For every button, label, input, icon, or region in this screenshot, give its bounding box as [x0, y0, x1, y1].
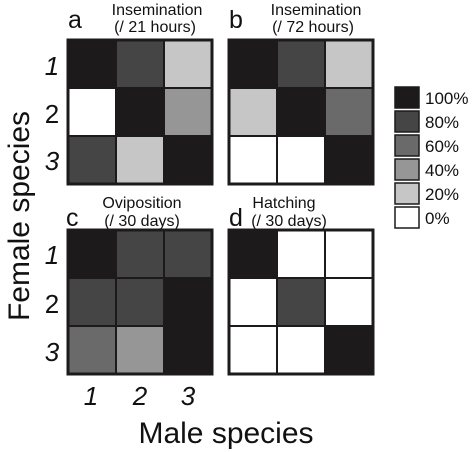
- heatmap-cell-panel-a-r1-c3: [163, 39, 213, 89]
- panel-d-title-line2: (/ 30 days): [251, 213, 327, 230]
- panel-b-title-line2: (/ 72 hours): [272, 19, 354, 36]
- heatmap-cell-panel-b-r1-c3: [324, 39, 374, 89]
- heatmap-cell-panel-c-r1-c1: [67, 229, 117, 279]
- legend-swatch-0: [394, 206, 420, 229]
- panel-c-cells: [66, 228, 214, 376]
- heatmap-cell-panel-b-r2-c3: [324, 87, 374, 137]
- heatmap-cell-panel-c-r3-c3: [163, 325, 213, 375]
- legend-swatch-40: [394, 158, 420, 181]
- heatmap-cell-panel-c-r1-c2: [115, 229, 165, 279]
- panel-b-cells: [227, 38, 375, 186]
- heatmap-cell-panel-b-r1-c2: [276, 39, 326, 89]
- y-axis-label: Female species: [3, 111, 36, 321]
- panel-b-frame: [227, 38, 375, 186]
- heatmap-cell-panel-c-r2-c1: [67, 277, 117, 327]
- heatmap-cell-panel-b-r1-c1: [228, 39, 278, 89]
- panel-a: a Insemination (/ 21 hours): [66, 2, 214, 186]
- heatmap-cell-panel-a-r2-c2: [115, 87, 165, 137]
- legend-label-60: 60%: [425, 137, 459, 156]
- heatmap-cell-panel-a-r2-c1: [67, 87, 117, 137]
- heatmap-cell-panel-d-r2-c1: [228, 277, 278, 327]
- legend-label-0: 0%: [425, 209, 450, 228]
- heatmap-cell-panel-b-r3-c3: [324, 135, 374, 185]
- panel-b-letter: b: [229, 6, 243, 34]
- x-tick-label-1: 1: [84, 381, 98, 411]
- heatmap-cell-panel-c-r2-c2: [115, 277, 165, 327]
- panel-d-title-line1: Hatching: [252, 195, 315, 212]
- panel-c: c Oviposition (/ 30 days): [66, 195, 214, 376]
- panel-a-letter: a: [68, 6, 82, 34]
- panel-a-frame: [66, 38, 214, 186]
- legend-swatch-100: [394, 86, 420, 109]
- heatmap-cell-panel-c-r2-c3: [163, 277, 213, 327]
- heatmap-cell-panel-c-r3-c1: [67, 325, 117, 375]
- panel-b: b Insemination (/ 72 hours): [227, 2, 375, 186]
- heatmap-cell-panel-a-r3-c3: [163, 135, 213, 185]
- panel-c-title-line2: (/ 30 days): [104, 213, 180, 230]
- legend-swatch-80: [394, 110, 420, 133]
- legend-label-20: 20%: [425, 185, 459, 204]
- panel-d-frame: [227, 228, 375, 376]
- panel-c-letter: c: [66, 204, 79, 232]
- panel-c-title-line1: Oviposition: [102, 195, 181, 212]
- heatmap-cell-panel-c-r1-c3: [163, 229, 213, 279]
- heatmap-cell-panel-a-r2-c3: [163, 87, 213, 137]
- heatmap-cell-panel-b-r3-c2: [276, 135, 326, 185]
- heatmap-cell-panel-d-r1-c1: [228, 229, 278, 279]
- panel-d-letter: d: [229, 204, 243, 232]
- y-tick-label-bottom-2: 2: [45, 289, 59, 319]
- x-tick-label-3: 3: [181, 381, 196, 411]
- heatmap-cell-panel-d-r1-c2: [276, 229, 326, 279]
- panel-d-cells: [227, 228, 375, 376]
- panel-a-cells: [66, 38, 214, 186]
- y-tick-label-top-3: 3: [45, 146, 60, 176]
- heatmap-cell-panel-c-r3-c2: [115, 325, 165, 375]
- heatmap-cell-panel-a-r3-c2: [115, 135, 165, 185]
- panel-c-frame: [66, 228, 214, 376]
- x-axis-label: Male species: [138, 417, 313, 450]
- heatmap-cell-panel-d-r1-c3: [324, 229, 374, 279]
- heatmap-cell-panel-a-r1-c2: [115, 39, 165, 89]
- panel-a-title-line2: (/ 21 hours): [114, 19, 196, 36]
- legend-swatch-60: [394, 134, 420, 157]
- legend-label-100: 100%: [425, 89, 468, 108]
- panel-d: d Hatching (/ 30 days): [227, 195, 375, 376]
- heatmap-cell-panel-d-r3-c1: [228, 325, 278, 375]
- y-tick-label-top-1: 1: [45, 51, 59, 81]
- heatmap-cell-panel-d-r3-c3: [324, 325, 374, 375]
- heatmap-cell-panel-d-r3-c2: [276, 325, 326, 375]
- y-tick-label-bottom-1: 1: [45, 240, 59, 270]
- panel-a-title-line1: Insemination: [112, 2, 203, 19]
- legend-label-80: 80%: [425, 113, 459, 132]
- heatmap-cell-panel-a-r1-c1: [67, 39, 117, 89]
- legend-swatch-20: [394, 182, 420, 205]
- y-tick-label-bottom-3: 3: [45, 337, 60, 367]
- heatmap-cell-panel-d-r2-c3: [324, 277, 374, 327]
- legend: 100% 80% 60% 40% 20% 0%: [394, 86, 468, 229]
- heatmap-cell-panel-b-r2-c1: [228, 87, 278, 137]
- heatmap-cell-panel-b-r3-c1: [228, 135, 278, 185]
- x-tick-label-2: 2: [132, 381, 148, 411]
- heatmap-cell-panel-a-r3-c1: [67, 135, 117, 185]
- panel-b-title-line1: Insemination: [271, 2, 362, 19]
- legend-label-40: 40%: [425, 161, 459, 180]
- heatmap-cell-panel-d-r2-c2: [276, 277, 326, 327]
- heatmap-cell-panel-b-r2-c2: [276, 87, 326, 137]
- y-tick-label-top-2: 2: [45, 99, 59, 129]
